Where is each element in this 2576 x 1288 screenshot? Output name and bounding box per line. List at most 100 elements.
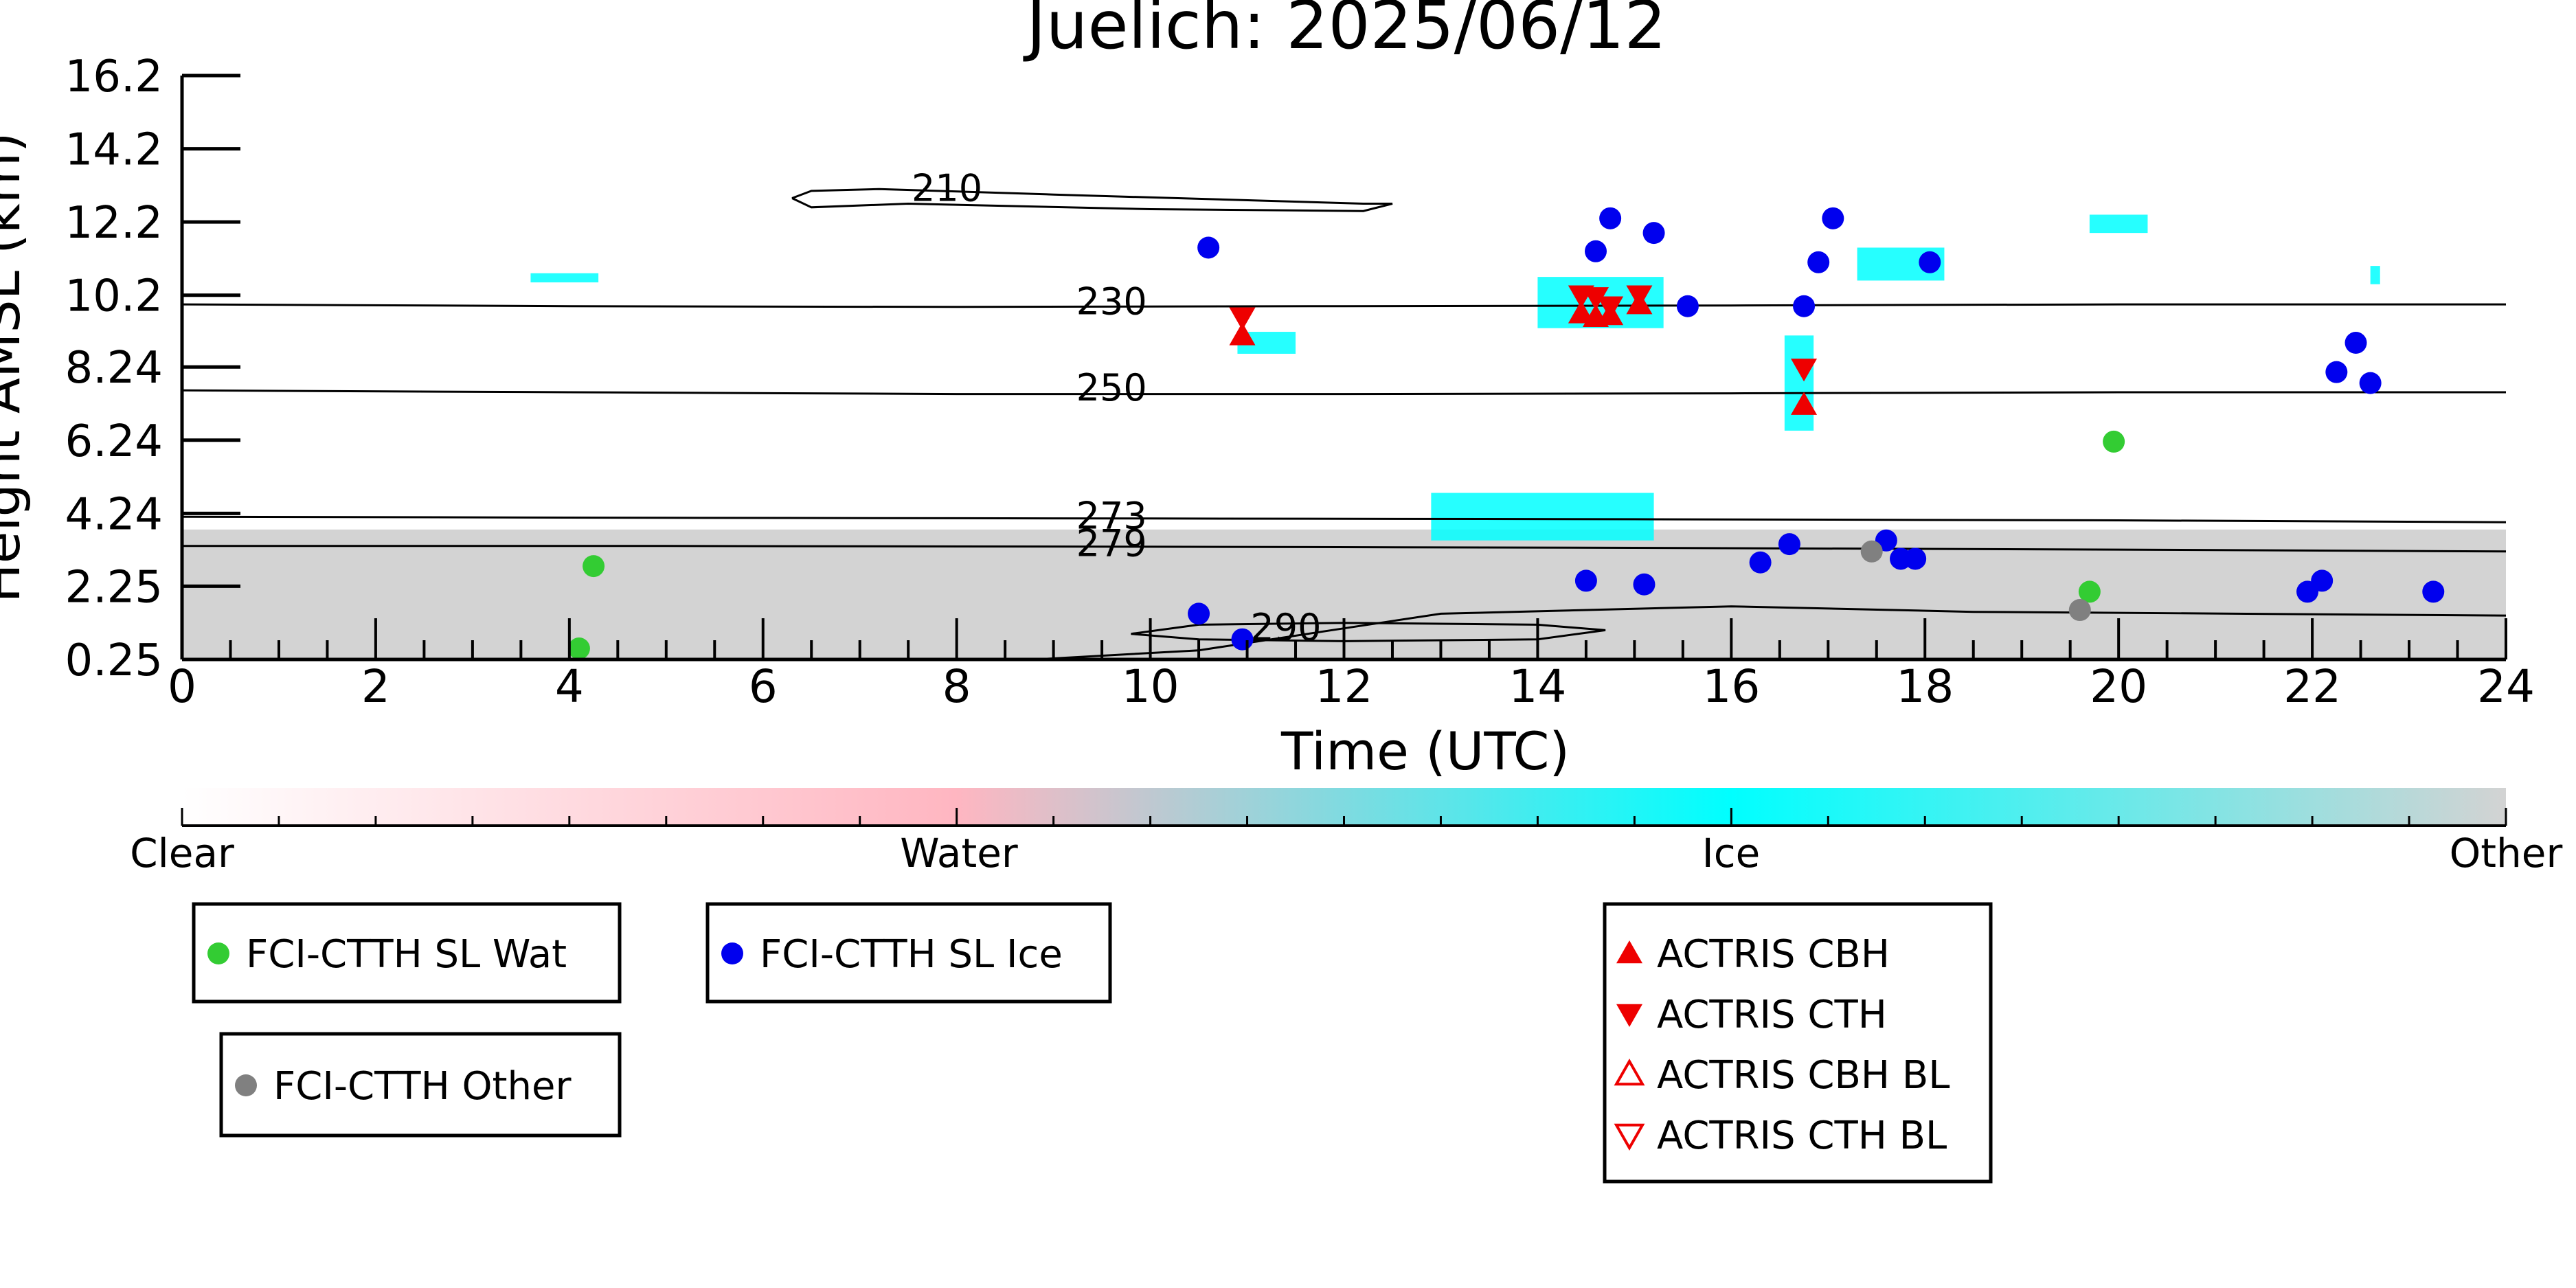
- y-tick-label: 4.24: [65, 489, 163, 540]
- data-point: [583, 555, 605, 578]
- x-tick-label: 8: [942, 660, 971, 713]
- data-point: [1584, 240, 1607, 262]
- x-tick-label: 20: [2090, 660, 2147, 713]
- y-tick-label: 10.2: [65, 271, 163, 322]
- data-point: [1919, 251, 1941, 273]
- colorbar-label: Water: [900, 830, 1018, 877]
- data-point: [1626, 285, 1653, 308]
- data-point: [1793, 295, 1816, 317]
- data-point: [1574, 569, 1597, 592]
- data-point: [1231, 628, 1254, 651]
- data-point: [2103, 430, 2125, 453]
- x-tick-label: 0: [168, 660, 196, 713]
- data-point: [567, 637, 590, 660]
- contour-label: 230: [1076, 280, 1147, 324]
- legend-label: ACTRIS CTH BL: [1657, 1114, 1947, 1158]
- colorbar-label: Other: [2450, 830, 2563, 877]
- data-point: [1749, 551, 1772, 574]
- data-point: [1791, 392, 1818, 415]
- y-tick-label: 8.24: [65, 343, 163, 394]
- data-point: [1807, 251, 1830, 273]
- cloud-region-ice: [530, 273, 599, 283]
- legend-label: FCI-CTTH Other: [273, 1064, 572, 1109]
- legends: FCI-CTTH SL Wat FCI-CTTH SL Ice FCI-CTTH O…: [192, 902, 1993, 1184]
- data-point: [2422, 580, 2445, 603]
- data-point: [1778, 533, 1800, 556]
- cloud-region-ice: [1784, 335, 1814, 431]
- x-tick-label: 4: [555, 660, 584, 713]
- data-point: [1599, 207, 1622, 229]
- x-tick-label: 24: [2477, 660, 2535, 713]
- x-tick-label: 10: [1122, 660, 1179, 713]
- colorbar: Clear Water Ice Other: [130, 788, 2562, 877]
- contour-label: 290: [1250, 606, 1321, 649]
- legend-marker: [1616, 1004, 1642, 1027]
- legend-label: ACTRIS CBH: [1657, 932, 1890, 977]
- y-tick-label: 2.25: [65, 562, 163, 613]
- legend-marker: [1614, 1123, 1645, 1151]
- legend-box: [1603, 902, 1993, 1184]
- y-tick-label: 12.2: [65, 198, 163, 249]
- legend-label: FCI-CTTH SL Wat: [246, 932, 567, 977]
- legend-marker: [1614, 1058, 1645, 1086]
- contour-label: 279: [1076, 521, 1147, 565]
- y-tick-label: 16.2: [65, 52, 163, 102]
- colorbar-label: Clear: [130, 830, 234, 877]
- x-tick-label: 16: [1702, 660, 1760, 713]
- data-point: [2325, 361, 2348, 383]
- legend-label: ACTRIS CTH: [1657, 993, 1887, 1037]
- y-tick-label: 0.25: [65, 635, 163, 686]
- x-tick-label: 14: [1509, 660, 1566, 713]
- legend-marker: [721, 942, 743, 964]
- data-point: [1860, 540, 1883, 563]
- y-tick-label: 14.2: [65, 125, 163, 176]
- data-point: [1229, 322, 1256, 346]
- data-point: [1582, 287, 1609, 310]
- data-point: [2345, 332, 2367, 354]
- data-point: [1197, 236, 1220, 259]
- data-point: [2311, 569, 2334, 592]
- cloud-region-ice: [2370, 266, 2380, 284]
- x-tick-label: 12: [1315, 660, 1373, 713]
- legend-box: [705, 902, 1112, 1004]
- contour-label: 210: [912, 167, 982, 210]
- cloud-region-ice: [2089, 214, 2148, 234]
- x-tick-label: 18: [1896, 660, 1954, 713]
- chart-title: Juelich: 2025/06/12: [1023, 0, 1666, 64]
- x-axis-label: Time (UTC): [1280, 721, 1570, 782]
- data-point: [1904, 547, 1927, 570]
- legend-label: FCI-CTTH SL Ice: [760, 932, 1063, 977]
- data-point: [2068, 599, 2091, 622]
- data-point: [1229, 307, 1256, 330]
- data-point: [1633, 573, 1656, 596]
- legend-box: [192, 902, 622, 1004]
- contour-line: [181, 515, 2507, 523]
- x-tick-label: 2: [361, 660, 390, 713]
- axes: 0 2 4 6 8 10 12 14 16 18 20 22 240.252.254.246.248.2…: [65, 52, 2535, 713]
- data-point: [1188, 602, 1210, 625]
- data-point: [1676, 295, 1699, 317]
- contour-label: 273: [1076, 494, 1147, 537]
- contour-line: [181, 303, 2506, 308]
- y-axis-label: Height AMSL (km): [0, 132, 32, 602]
- colorbar-label: Ice: [1702, 830, 1761, 877]
- x-tick-label: 6: [749, 660, 778, 713]
- data-point: [1597, 296, 1624, 319]
- y-tick-label: 6.24: [65, 416, 163, 467]
- contour-line: [182, 545, 2507, 553]
- contour-line: [181, 389, 2506, 396]
- data-point: [2359, 372, 2382, 394]
- data-point: [1642, 222, 1665, 245]
- legend-marker: [207, 942, 229, 964]
- contour-label: 250: [1076, 366, 1147, 409]
- legend-box: [219, 1032, 622, 1138]
- legend-marker: [1616, 940, 1642, 964]
- data-point: [1568, 300, 1594, 324]
- contour-line: [791, 188, 1393, 212]
- data-point: [1822, 207, 1844, 229]
- data-point: [2078, 580, 2101, 603]
- data-point: [1791, 359, 1818, 382]
- cloud-region-ice: [1431, 493, 1654, 541]
